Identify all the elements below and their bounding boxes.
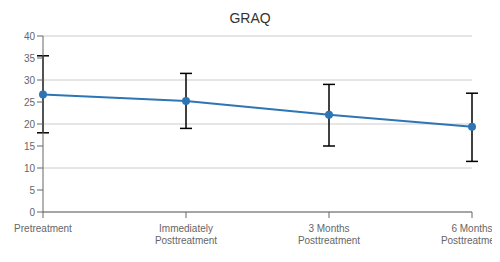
svg-text:0: 0 xyxy=(29,207,35,218)
html-text:GRAQ: GRAQ xyxy=(229,10,271,26)
svg-text:30: 30 xyxy=(24,75,36,86)
svg-text:35: 35 xyxy=(24,53,36,64)
svg-text:5: 5 xyxy=(29,185,35,196)
svg-text:Pretreatment: Pretreatment xyxy=(14,223,72,234)
svg-text:10: 10 xyxy=(24,163,36,174)
svg-text:6 MonthsPosttreatment: 6 MonthsPosttreatment xyxy=(441,223,492,246)
svg-text:20: 20 xyxy=(24,119,36,130)
svg-text:40: 40 xyxy=(24,31,36,42)
svg-text:25: 25 xyxy=(24,97,36,108)
svg-text:15: 15 xyxy=(24,141,36,152)
svg-text:3 MonthsPosttreatment: 3 MonthsPosttreatment xyxy=(298,223,360,246)
svg-text:ImmediatelyPosttreatment: ImmediatelyPosttreatment xyxy=(155,223,217,246)
